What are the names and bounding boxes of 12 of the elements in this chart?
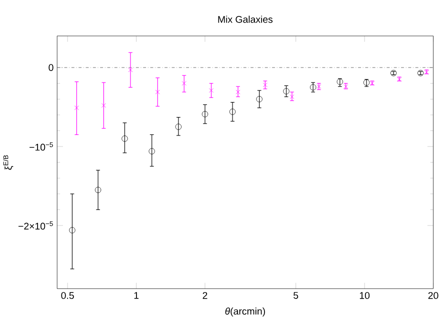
x-tick-label: 2 bbox=[202, 292, 208, 299]
y-tick-label: −2×10$^{−5}$ bbox=[18, 221, 53, 230]
y-axis-title: ξ$^{E/B}$ bbox=[3, 155, 14, 170]
y-tick-label: −10$^{−5}$ bbox=[30, 142, 53, 151]
x-tick-label: 20 bbox=[428, 292, 438, 299]
chart-title: Mix Galaxies bbox=[218, 16, 273, 23]
x-axis-title: θ(arcmin) bbox=[225, 307, 265, 316]
x-tick-label: 5 bbox=[294, 292, 298, 299]
y-tick-label: 0 bbox=[48, 64, 54, 71]
x-tick-label: 0.5 bbox=[61, 292, 74, 299]
x-tick-label: 10 bbox=[360, 292, 370, 299]
x-tick-label: 1 bbox=[134, 292, 139, 299]
